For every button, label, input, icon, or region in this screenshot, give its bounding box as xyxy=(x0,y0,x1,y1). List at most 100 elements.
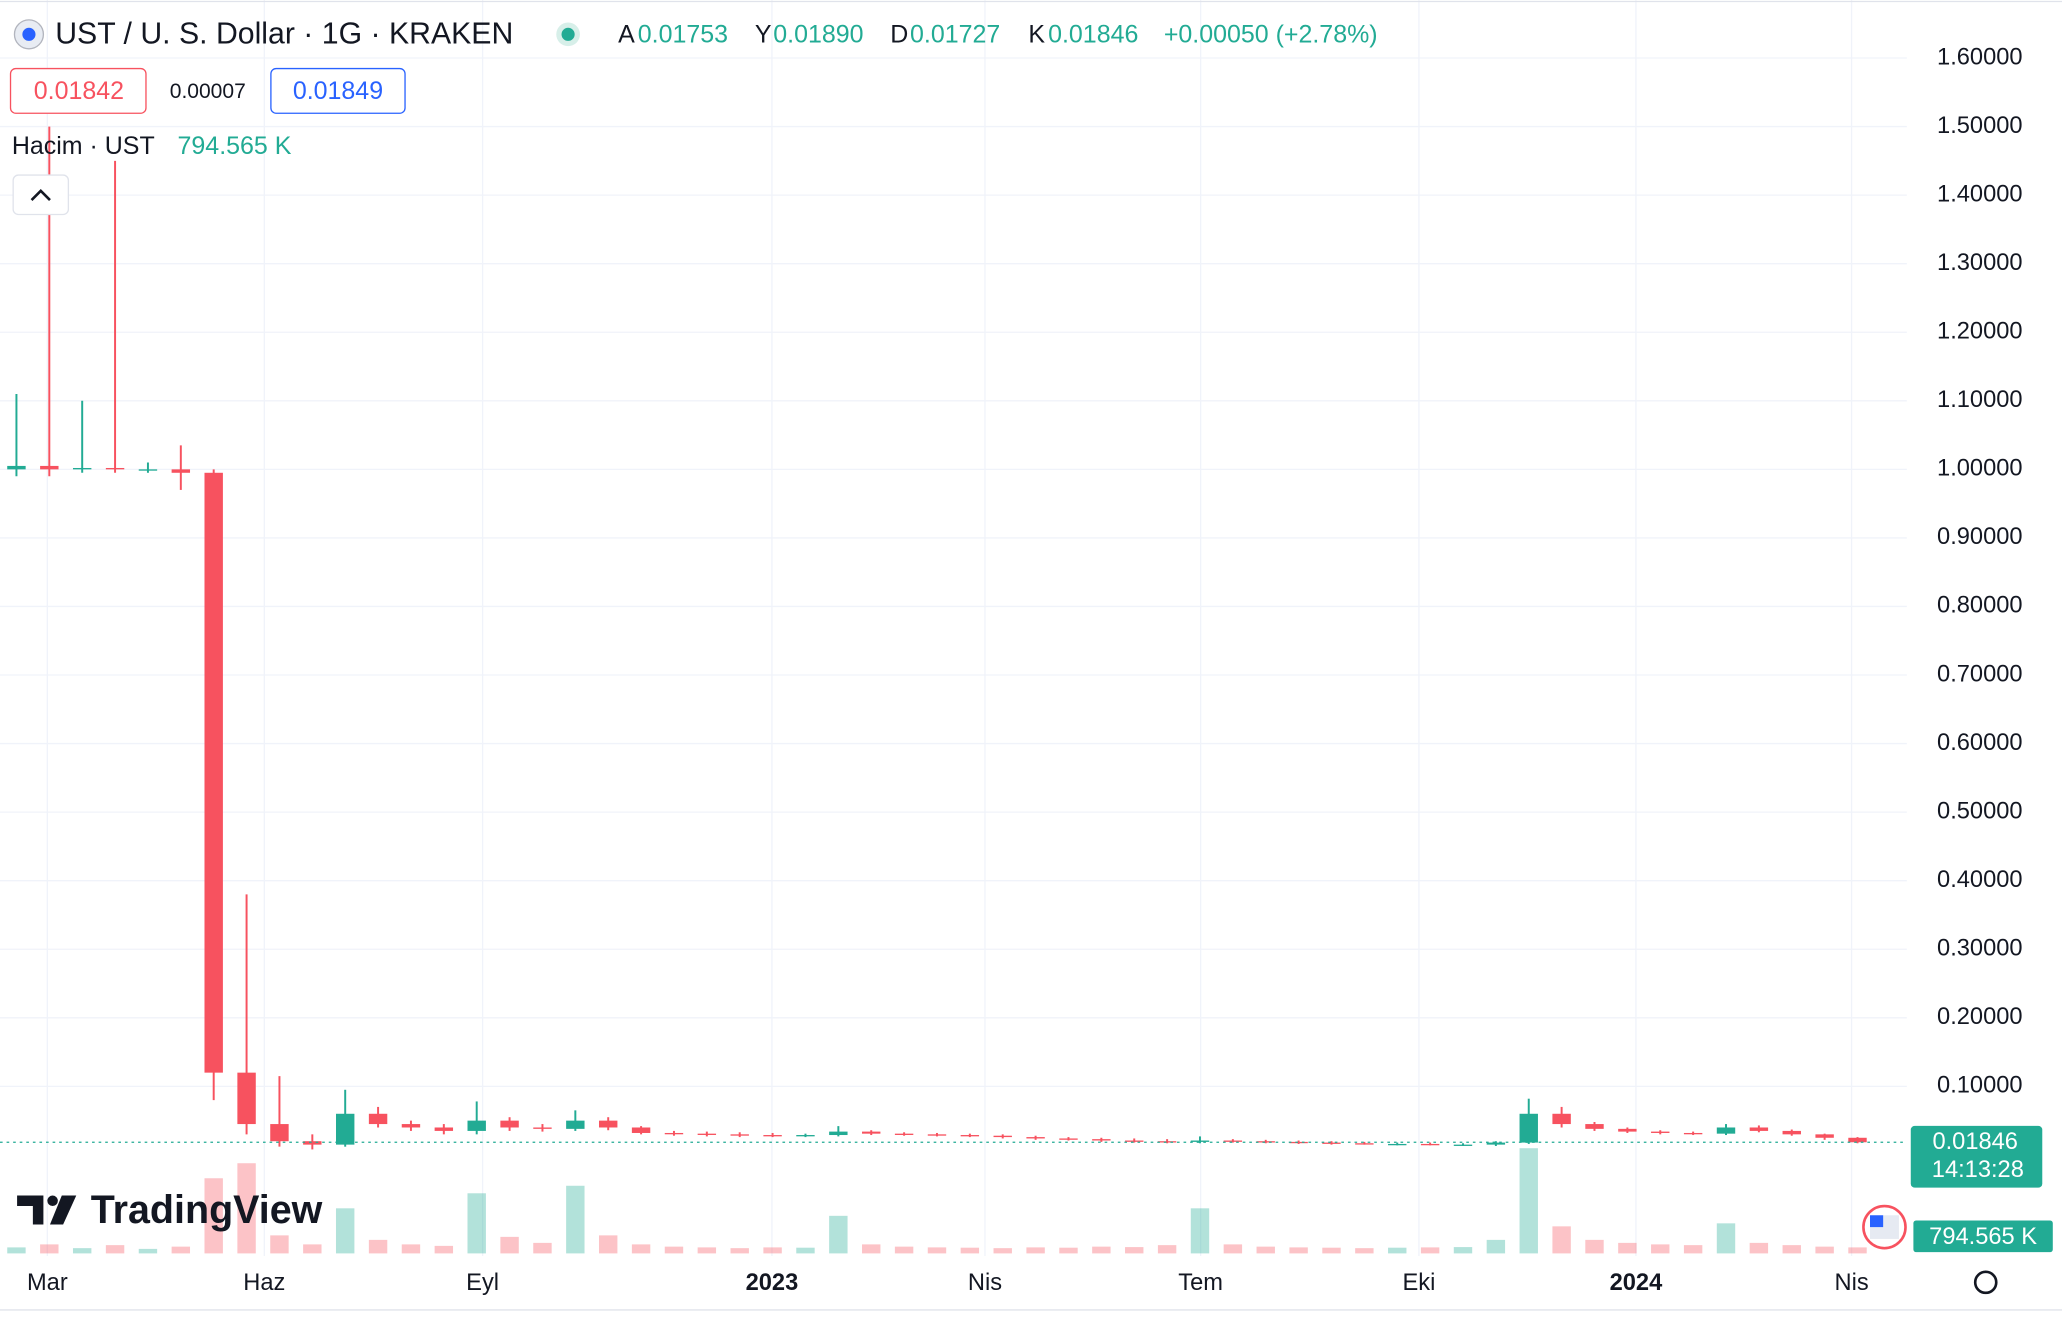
candles xyxy=(0,126,1907,1150)
volume-bar xyxy=(1125,1247,1144,1254)
volume-bar xyxy=(171,1246,191,1254)
volume-bar xyxy=(796,1247,815,1254)
volume-bar xyxy=(1355,1248,1374,1254)
volume-bar xyxy=(204,1178,223,1254)
candle-body xyxy=(138,469,158,471)
candle-body xyxy=(1453,1144,1473,1146)
candle-body xyxy=(1618,1128,1637,1132)
ohlc-value: 0.01846 xyxy=(1048,20,1138,48)
logo-text: TradingView xyxy=(91,1188,323,1232)
volume-bar xyxy=(1289,1247,1308,1254)
candle-body xyxy=(631,1127,651,1133)
volume-bar xyxy=(533,1242,552,1254)
grid xyxy=(0,0,1907,1257)
candle-body xyxy=(1256,1141,1275,1143)
volume-bar xyxy=(138,1248,158,1254)
x-tick-label: Eki xyxy=(1403,1270,1436,1296)
y-tick-label: 1.60000 xyxy=(1937,44,2023,70)
volume-bar xyxy=(664,1246,684,1254)
volume-bar xyxy=(368,1239,388,1254)
collapse-icon xyxy=(30,188,51,201)
symbol-title[interactable]: UST / U. S. Dollar · 1G · KRAKEN xyxy=(55,18,513,51)
volume-bar xyxy=(1585,1239,1604,1254)
ohlc-value: 0.01727 xyxy=(910,20,1000,48)
candle-body xyxy=(171,469,191,473)
candle-body xyxy=(1092,1139,1111,1141)
candle-body xyxy=(500,1120,519,1128)
y-tick-label: 0.70000 xyxy=(1937,661,2023,687)
candle-body xyxy=(1486,1142,1506,1145)
volume-bar xyxy=(1716,1223,1736,1254)
candle-body xyxy=(1026,1137,1045,1139)
candle-body xyxy=(1420,1143,1440,1146)
candle-body xyxy=(566,1120,585,1129)
volume-bar xyxy=(105,1245,125,1254)
candle-body xyxy=(204,472,223,1073)
symbol-icon-core xyxy=(22,27,36,41)
candle-body xyxy=(1749,1127,1769,1131)
y-tick-label: 0.50000 xyxy=(1937,798,2023,824)
volume-bar xyxy=(335,1208,355,1254)
volume-bar xyxy=(862,1244,881,1254)
y-tick-label: 1.20000 xyxy=(1937,318,2023,344)
logo-mark xyxy=(49,1195,77,1225)
y-tick-label: 1.10000 xyxy=(1937,387,2023,413)
volume-tag xyxy=(1913,1220,2053,1253)
buy-button[interactable] xyxy=(270,67,406,114)
logo-mark xyxy=(47,1195,58,1207)
sell-button[interactable] xyxy=(9,67,147,114)
candle-body xyxy=(1585,1124,1604,1129)
x-tick-label: 2023 xyxy=(746,1270,799,1296)
volume-bar xyxy=(697,1247,717,1254)
spread: 0.00007 xyxy=(170,80,246,103)
axes: 0.10000 0.20000 0.30000 0.40000 0.50000 0.600… xyxy=(27,44,2023,1296)
volume-bar xyxy=(1322,1247,1341,1254)
volume-bar xyxy=(599,1235,618,1254)
x-tick-label: Nis xyxy=(1835,1270,1869,1296)
settings-icon[interactable] xyxy=(1973,1270,1998,1295)
candle-body xyxy=(237,1072,256,1125)
collapse-button[interactable] xyxy=(12,174,70,216)
candle-body xyxy=(533,1127,552,1129)
volume-bar xyxy=(927,1247,947,1254)
market-status-dot xyxy=(561,27,575,41)
volume-bar xyxy=(1618,1242,1637,1254)
candle-body xyxy=(599,1120,618,1128)
candle-body xyxy=(894,1133,914,1135)
volume-pane xyxy=(7,1148,1867,1254)
flag-icon xyxy=(1870,1215,1884,1228)
volume-bar xyxy=(829,1215,848,1254)
candle-body xyxy=(1322,1142,1341,1144)
candle-body xyxy=(368,1113,388,1125)
candle-body xyxy=(763,1135,782,1137)
candle-body xyxy=(796,1135,815,1137)
y-tick-label: 0.80000 xyxy=(1937,593,2023,619)
ohlc-label: D xyxy=(890,20,908,48)
candle-body xyxy=(1190,1140,1210,1142)
volume-bar xyxy=(401,1244,421,1254)
volume-bar xyxy=(763,1247,782,1254)
candle-body xyxy=(467,1120,486,1131)
y-tick-label: 0.60000 xyxy=(1937,730,2023,756)
volume-bar xyxy=(631,1244,651,1254)
candle-body xyxy=(664,1132,684,1135)
volume-value: 794.565 K xyxy=(178,132,292,160)
candle-body xyxy=(697,1133,717,1135)
logo-mark xyxy=(17,1195,44,1225)
price-tag-value: 0.01846 xyxy=(1932,1129,2018,1155)
volume-bar xyxy=(1552,1226,1571,1254)
candle-body xyxy=(730,1134,749,1136)
candle-body xyxy=(1782,1130,1801,1135)
volume-bar xyxy=(1420,1247,1440,1254)
volume-bar xyxy=(1092,1246,1111,1254)
candle-body xyxy=(927,1134,947,1136)
volume-title: Hacim · UST xyxy=(12,132,155,160)
ohlc-value: 0.01890 xyxy=(773,20,863,48)
candle-body xyxy=(1519,1113,1538,1143)
volume-bar xyxy=(1059,1247,1078,1254)
volume-bar xyxy=(566,1185,585,1254)
ohlc-label: Y xyxy=(755,20,772,48)
candle-body xyxy=(105,467,125,470)
